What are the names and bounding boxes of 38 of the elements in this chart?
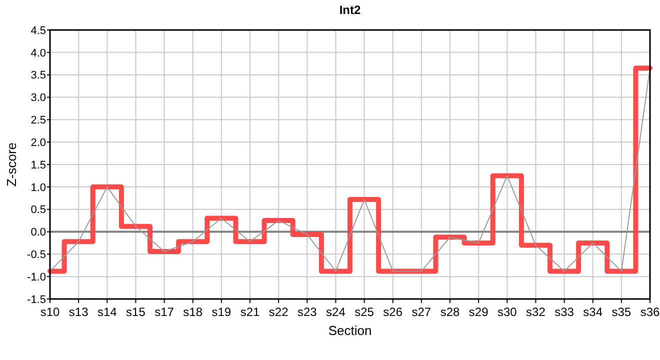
x-tick-label: s17 bbox=[154, 305, 174, 319]
y-tick-label: 2.0 bbox=[30, 136, 46, 149]
y-tick-label: 4.5 bbox=[30, 24, 46, 37]
x-tick-label: s19 bbox=[212, 305, 232, 319]
y-tick-label: -0.5 bbox=[27, 249, 46, 262]
y-tick-label: 0.5 bbox=[30, 204, 46, 216]
y-tick-label: 1.5 bbox=[30, 159, 46, 172]
x-tick-label: s26 bbox=[383, 305, 403, 319]
x-tick-label: s22 bbox=[268, 305, 289, 319]
x-tick-label: s32 bbox=[526, 305, 546, 319]
x-tick-label: s24 bbox=[326, 305, 346, 319]
x-tick-label: s13 bbox=[68, 305, 89, 319]
x-tick-label: s15 bbox=[126, 305, 146, 319]
y-tick-label: 0.0 bbox=[30, 226, 46, 239]
x-tick-label: s30 bbox=[497, 305, 518, 319]
x-axis-title: Section bbox=[328, 323, 372, 338]
x-tick-label: s34 bbox=[583, 305, 603, 319]
x-tick-label: s14 bbox=[97, 305, 118, 319]
x-tick-label: s21 bbox=[240, 305, 260, 319]
x-tick-label: s25 bbox=[354, 305, 374, 319]
y-tick-label: 4.0 bbox=[30, 47, 46, 60]
x-tick-label: s36 bbox=[640, 305, 660, 319]
x-tick-label: s10 bbox=[40, 305, 60, 319]
x-tick-label: s33 bbox=[554, 305, 574, 319]
x-tick-label: s27 bbox=[412, 305, 432, 319]
chart-title: Int2 bbox=[339, 3, 361, 17]
y-tick-label: 3.5 bbox=[30, 70, 46, 82]
y-tick-label: -1.5 bbox=[27, 294, 46, 306]
x-tick-label: s29 bbox=[468, 305, 489, 319]
y-tick-label: 3.0 bbox=[30, 92, 46, 104]
y-axis-title: Z-score bbox=[4, 142, 19, 187]
x-tick-label: s23 bbox=[297, 305, 318, 319]
x-tick-label: s28 bbox=[440, 305, 460, 319]
y-tick-label: 1.0 bbox=[30, 182, 46, 194]
x-tick-label: s18 bbox=[183, 305, 203, 319]
y-tick-label: 2.5 bbox=[30, 114, 46, 127]
y-tick-label: -1.0 bbox=[27, 271, 46, 284]
x-tick-label: s35 bbox=[612, 305, 632, 319]
